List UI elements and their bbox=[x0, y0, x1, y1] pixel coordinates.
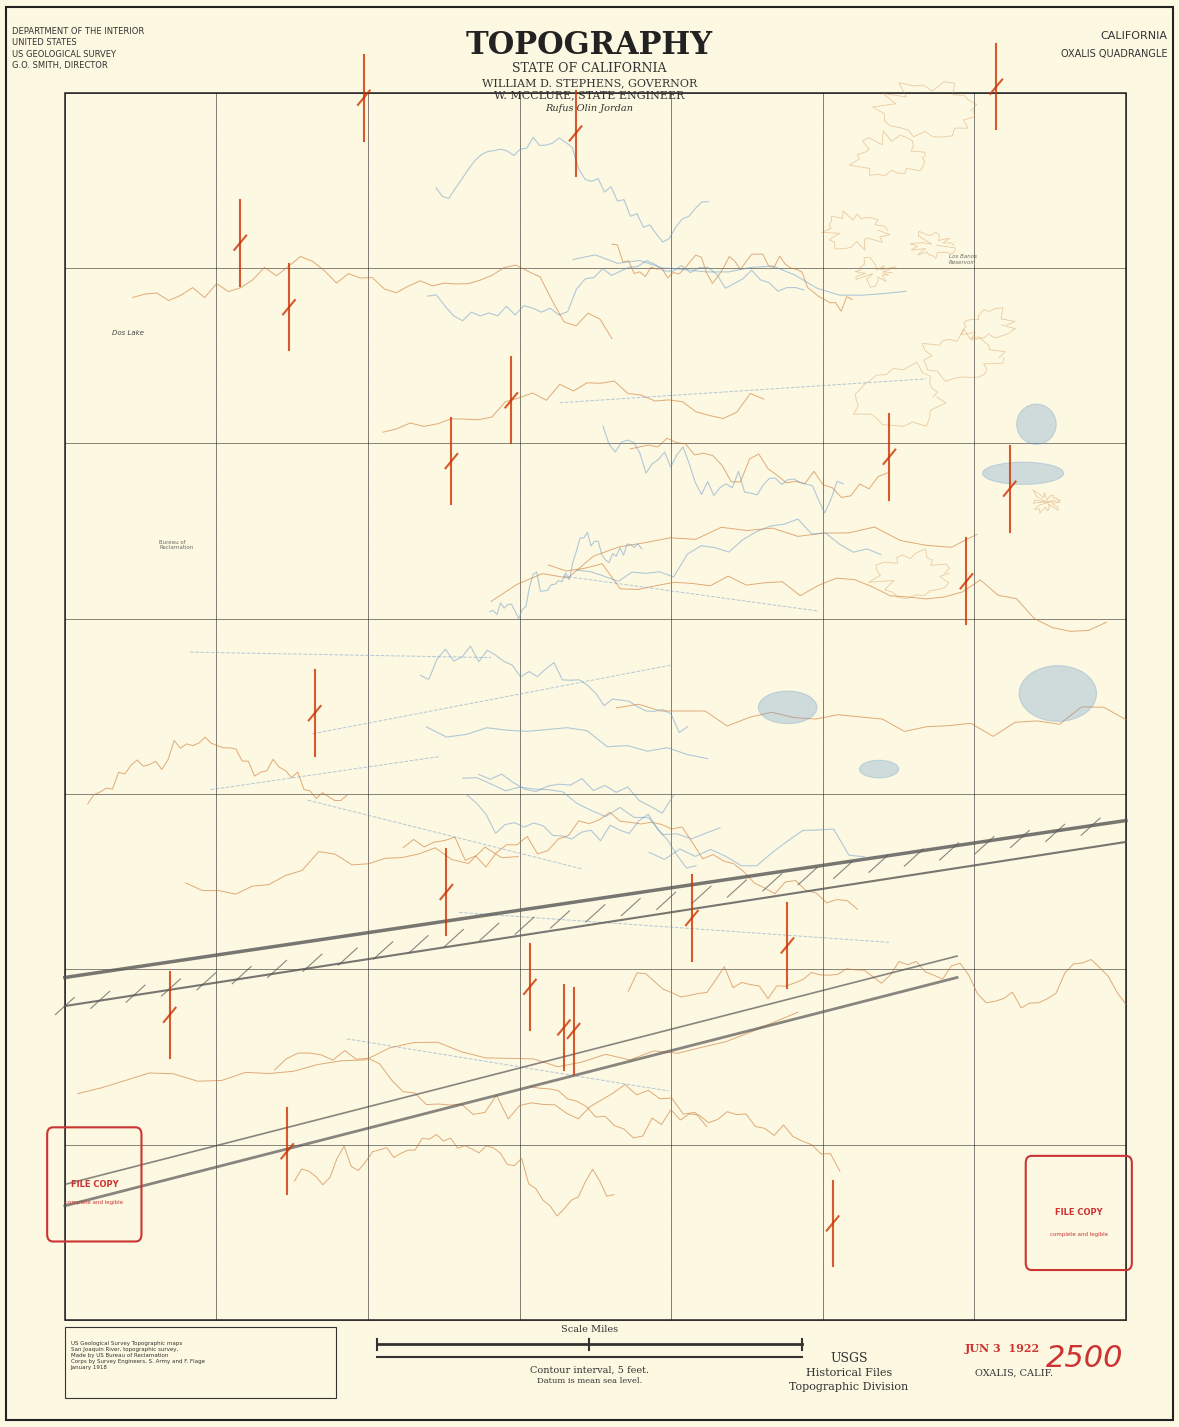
Bar bbox=[65, 93, 1126, 1320]
Text: Los Banos
Reservoir: Los Banos Reservoir bbox=[949, 254, 977, 265]
Text: 2500: 2500 bbox=[1046, 1344, 1124, 1373]
Text: TOPOGRAPHY: TOPOGRAPHY bbox=[466, 30, 713, 61]
Text: complete and legible: complete and legible bbox=[1049, 1232, 1108, 1237]
Text: OXALIS QUADRANGLE: OXALIS QUADRANGLE bbox=[1061, 49, 1167, 60]
Text: USGS: USGS bbox=[830, 1351, 868, 1366]
Text: WILLIAM D. STEPHENS, GOVERNOR: WILLIAM D. STEPHENS, GOVERNOR bbox=[482, 77, 697, 88]
Ellipse shape bbox=[758, 691, 817, 723]
Ellipse shape bbox=[859, 761, 898, 778]
Text: Dos Lake: Dos Lake bbox=[112, 330, 144, 337]
Text: STATE OF CALIFORNIA: STATE OF CALIFORNIA bbox=[512, 61, 667, 76]
Text: CALIFORNIA: CALIFORNIA bbox=[1100, 30, 1167, 41]
Text: UNITED STATES: UNITED STATES bbox=[12, 39, 77, 47]
Text: Contour interval, 5 feet.: Contour interval, 5 feet. bbox=[529, 1366, 650, 1374]
Bar bbox=[65, 1327, 336, 1398]
Text: DEPARTMENT OF THE INTERIOR: DEPARTMENT OF THE INTERIOR bbox=[12, 27, 144, 36]
Text: W. MCCLURE, STATE ENGINEER: W. MCCLURE, STATE ENGINEER bbox=[494, 90, 685, 101]
Ellipse shape bbox=[1016, 404, 1056, 444]
Text: OXALIS, CALIF.: OXALIS, CALIF. bbox=[975, 1368, 1053, 1377]
Text: US Geological Survey Topographic maps
San Joaquin River, topographic survey,
Mad: US Geological Survey Topographic maps Sa… bbox=[71, 1341, 205, 1370]
Text: FILE COPY: FILE COPY bbox=[71, 1180, 118, 1189]
Text: G.O. SMITH, DIRECTOR: G.O. SMITH, DIRECTOR bbox=[12, 61, 107, 70]
Text: Bureau of
Reclamation: Bureau of Reclamation bbox=[159, 539, 193, 551]
Text: US GEOLOGICAL SURVEY: US GEOLOGICAL SURVEY bbox=[12, 50, 116, 59]
Text: Historical Files: Historical Files bbox=[805, 1367, 893, 1378]
Text: Rufus Olin Jordan: Rufus Olin Jordan bbox=[546, 104, 633, 113]
Text: Scale Miles: Scale Miles bbox=[561, 1326, 618, 1334]
Text: FILE COPY: FILE COPY bbox=[1055, 1209, 1102, 1217]
Text: Topographic Division: Topographic Division bbox=[789, 1381, 909, 1393]
Text: JUN 3  1922: JUN 3 1922 bbox=[964, 1343, 1040, 1354]
Text: Datum is mean sea level.: Datum is mean sea level. bbox=[536, 1377, 643, 1386]
Ellipse shape bbox=[982, 462, 1063, 484]
Text: complete and legible: complete and legible bbox=[65, 1200, 124, 1206]
Ellipse shape bbox=[1019, 665, 1096, 722]
